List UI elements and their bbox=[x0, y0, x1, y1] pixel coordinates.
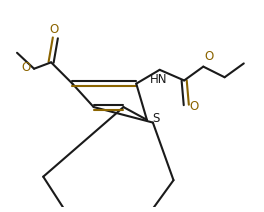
Text: O: O bbox=[190, 99, 199, 113]
Text: O: O bbox=[22, 61, 31, 74]
Text: O: O bbox=[50, 23, 59, 36]
Text: HN: HN bbox=[150, 73, 167, 86]
Text: O: O bbox=[204, 50, 214, 63]
Text: S: S bbox=[152, 112, 160, 125]
